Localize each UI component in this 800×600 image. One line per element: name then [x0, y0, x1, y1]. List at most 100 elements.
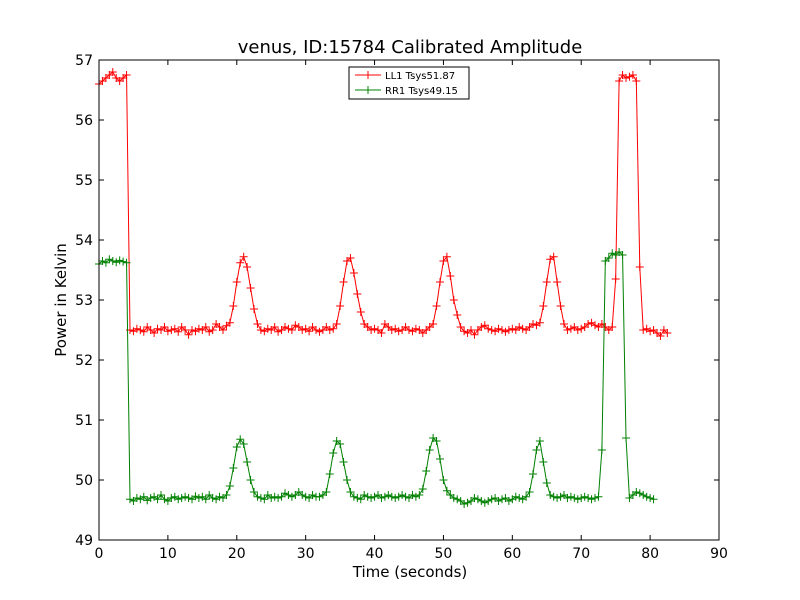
data-point [246, 284, 255, 292]
data-point [184, 494, 193, 502]
data-point [632, 488, 641, 496]
data-point [518, 324, 527, 333]
data-point [250, 488, 258, 496]
data-point [363, 492, 372, 501]
data-point [377, 494, 386, 502]
data-point [439, 257, 448, 265]
data-point [573, 495, 582, 504]
x-tick-label: 30 [297, 546, 315, 562]
x-tick-label: 50 [435, 546, 453, 562]
data-point [349, 269, 358, 277]
data-point [591, 494, 599, 502]
data-point [236, 435, 245, 444]
data-point [367, 494, 376, 502]
data-point [132, 494, 141, 502]
legend-frame [348, 66, 470, 100]
data-point [208, 326, 217, 334]
data-point [584, 494, 593, 502]
data-point [277, 492, 286, 501]
data-point [346, 488, 355, 496]
data-point [394, 492, 403, 501]
data-point [322, 488, 331, 496]
data-point [439, 476, 448, 484]
x-tick-label: 0 [95, 546, 104, 562]
data-point [215, 492, 224, 501]
data-point [649, 495, 658, 504]
data-point [522, 492, 531, 501]
y-tick-label: 55 [75, 173, 93, 189]
data-point [160, 495, 169, 504]
data-point [618, 251, 627, 259]
data-point [480, 321, 489, 330]
x-tick-label: 40 [366, 546, 384, 562]
data-point [122, 71, 131, 79]
y-tick-label: 57 [75, 53, 93, 69]
data-point [115, 256, 124, 265]
data-point [177, 494, 186, 502]
data-point [174, 327, 183, 336]
data-point [487, 326, 496, 334]
data-point [411, 324, 420, 333]
data-point [628, 71, 637, 79]
data-point [274, 494, 283, 502]
data-point [270, 492, 279, 501]
data-point [105, 255, 114, 264]
data-point [194, 494, 203, 502]
data-point [356, 308, 365, 316]
data-point [553, 494, 562, 502]
data-point [484, 324, 493, 333]
data-point [535, 437, 544, 445]
data-point [367, 326, 376, 334]
data-point [301, 492, 310, 501]
data-point [611, 275, 620, 283]
data-point [570, 494, 579, 502]
data-point [508, 324, 517, 333]
data-point [477, 323, 486, 331]
data-point [591, 321, 599, 330]
data-point [577, 494, 586, 502]
data-point [642, 492, 651, 501]
data-point [529, 470, 537, 478]
data-point [346, 254, 355, 262]
data-point [139, 492, 148, 501]
data-point [98, 257, 107, 265]
data-point [580, 492, 589, 501]
data-point [394, 327, 403, 336]
data-point [436, 455, 444, 463]
data-point [270, 323, 279, 331]
plot-series-layer [95, 68, 672, 508]
data-point [370, 492, 379, 501]
data-point [308, 491, 317, 499]
data-point [122, 258, 131, 267]
data-point [339, 458, 348, 466]
y-tick-label: 54 [75, 233, 93, 249]
data-point [250, 305, 258, 313]
data-point [556, 492, 565, 501]
data-point [504, 326, 513, 334]
legend-marker-rr1 [364, 86, 372, 94]
data-point [632, 77, 641, 85]
data-point [556, 302, 565, 310]
data-point [205, 327, 214, 336]
data-point [336, 302, 345, 310]
data-point [112, 258, 121, 267]
data-point [260, 495, 269, 504]
data-point [201, 323, 210, 331]
data-point [425, 446, 434, 454]
data-point [298, 491, 307, 499]
data-point [436, 278, 444, 286]
data-point [563, 494, 572, 502]
data-point [377, 329, 386, 337]
legend-marker-ll1 [364, 71, 372, 79]
y-tick-label: 50 [75, 473, 93, 489]
data-point [487, 495, 496, 504]
data-point [446, 272, 455, 280]
data-point [194, 324, 203, 333]
series-line [98, 71, 668, 337]
data-point [126, 495, 134, 504]
data-point [157, 491, 165, 499]
data-point [456, 323, 465, 331]
data-point [622, 434, 630, 442]
data-point [656, 332, 665, 340]
x-tick-label: 10 [159, 546, 177, 562]
